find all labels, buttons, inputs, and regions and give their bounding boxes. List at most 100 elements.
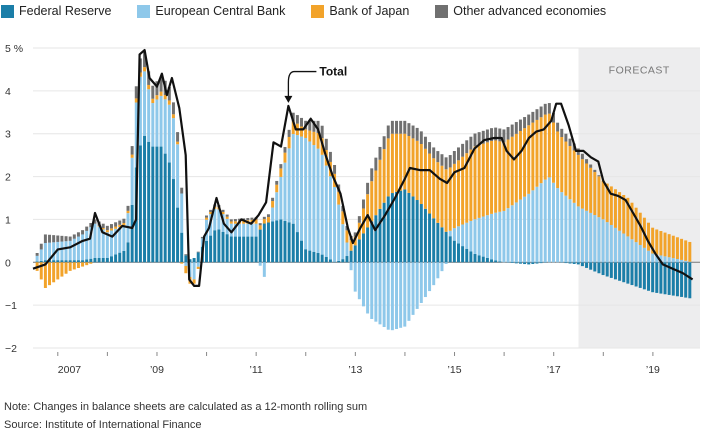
bar-segment-fed xyxy=(485,257,489,263)
chart: FORECAST −2 −1 0 1 2 3 4 5 % Total 2007 ’09 ’11 ’13 ’1… xyxy=(5,43,700,376)
bar-segment-boj xyxy=(221,211,225,215)
bar-segment-ecb xyxy=(105,232,109,258)
bar-segment-oth xyxy=(295,115,299,124)
bar-segment-ecb xyxy=(506,208,510,263)
bar-segment-oth xyxy=(386,125,390,139)
bar-segment-fed xyxy=(266,222,270,263)
bar-segment-boj xyxy=(395,133,399,192)
bar-segment-ecb xyxy=(634,242,638,263)
bar-segment-boj xyxy=(523,128,527,197)
bar-segment-fed xyxy=(312,251,316,263)
bar-segment-fed xyxy=(395,191,399,263)
bar-segment-oth xyxy=(589,164,593,168)
bar-segment-ecb xyxy=(328,176,332,260)
bar-segment-boj xyxy=(134,98,138,103)
bar-segment-ecb xyxy=(151,103,155,147)
bar-segment-boj xyxy=(452,163,456,229)
bar-segment-boj xyxy=(341,211,345,225)
bar-segment-fed xyxy=(114,254,118,263)
bar-segment-oth xyxy=(518,119,522,131)
bar-segment-fed xyxy=(81,260,85,263)
bar-segment-oth xyxy=(456,147,460,161)
bar-segment-boj xyxy=(151,98,155,104)
bar-segment-fed xyxy=(415,200,419,263)
bar-segment-oth xyxy=(560,128,564,138)
bar-segment-oth xyxy=(543,103,547,115)
bar-segment-oth xyxy=(539,106,543,118)
bar-segment-ecb xyxy=(564,195,568,263)
bar-segment-fed xyxy=(432,218,436,263)
bar-segment-boj xyxy=(114,226,118,229)
bar-segment-fed xyxy=(523,262,527,265)
bar-segment-ecb xyxy=(597,217,601,263)
bar-segment-ecb xyxy=(498,211,502,262)
bar-segment-ecb xyxy=(283,162,287,221)
bar-segment-fed xyxy=(634,262,638,287)
bar-segment-oth xyxy=(580,153,584,160)
bar-segment-ecb xyxy=(386,262,390,330)
legend-swatch-ecb xyxy=(137,4,151,18)
bar-segment-boj xyxy=(300,126,303,137)
bar-segment-ecb xyxy=(258,262,262,266)
footer-source: Source: Institute of International Finan… xyxy=(4,419,202,431)
bar-segment-fed xyxy=(254,236,258,263)
bar-segment-oth xyxy=(105,225,109,231)
bar-segment-ecb xyxy=(320,154,324,255)
bar-segment-fed xyxy=(456,243,460,263)
bar-segment-boj xyxy=(638,212,642,245)
bar-segment-fed xyxy=(242,236,246,263)
bar-segment-fed xyxy=(233,236,237,263)
bar-segment-ecb xyxy=(539,183,543,263)
bar-segment-ecb xyxy=(233,223,237,237)
bar-segment-ecb xyxy=(407,262,411,321)
bar-segment-boj xyxy=(378,159,382,209)
bar-segment-ecb xyxy=(324,165,328,257)
bar-segment-boj xyxy=(155,95,159,100)
bar-segment-fed xyxy=(250,236,254,263)
bar-segment-oth xyxy=(564,133,568,142)
bar-segment-oth xyxy=(328,151,332,162)
legend-label-ecb: European Central Bank xyxy=(155,4,286,18)
bar-segment-oth xyxy=(510,124,514,137)
bar-segment-fed xyxy=(275,220,279,263)
bar-segment-fed xyxy=(192,258,196,263)
bar-segment-fed xyxy=(605,262,609,277)
bar-segment-oth xyxy=(366,182,370,195)
bar-segment-oth xyxy=(60,235,64,242)
bar-segment-boj xyxy=(233,221,237,224)
bar-segment-oth xyxy=(552,112,555,123)
bar-segment-fed xyxy=(320,254,324,263)
bar-segment-fed xyxy=(585,262,589,268)
bar-segment-oth xyxy=(81,230,85,235)
bar-segment-ecb xyxy=(560,192,564,263)
bar-segment-fed xyxy=(151,146,155,263)
bar-segment-fed xyxy=(159,146,163,263)
bar-segment-boj xyxy=(477,145,481,218)
bar-segment-fed xyxy=(171,179,175,263)
x-tick-label: ’13 xyxy=(348,364,362,376)
bar-segment-boj xyxy=(312,131,316,146)
bar-segment-oth xyxy=(122,218,126,224)
bar-segment-boj xyxy=(399,133,403,191)
bar-segment-ecb xyxy=(291,134,295,224)
bar-segment-fed xyxy=(494,260,498,263)
bar-segment-ecb xyxy=(523,196,527,263)
bar-segment-boj xyxy=(366,194,370,228)
bar-segment-fed xyxy=(481,256,485,263)
bar-segment-oth xyxy=(477,132,481,146)
bar-segment-fed xyxy=(564,262,568,264)
bar-segment-fed xyxy=(407,192,411,263)
bar-segment-boj xyxy=(411,138,415,197)
bar-segment-fed xyxy=(225,234,229,263)
bar-segment-ecb xyxy=(366,262,370,314)
bar-segment-oth xyxy=(547,103,551,114)
bar-segment-fed xyxy=(622,262,626,283)
bar-segment-oth xyxy=(205,215,208,218)
x-tick-label: ’17 xyxy=(547,364,561,376)
bar-segment-boj xyxy=(576,154,580,207)
bar-segment-oth xyxy=(184,254,188,256)
bar-segment-fed xyxy=(386,196,390,263)
bar-segment-oth xyxy=(72,234,76,239)
bar-segment-boj xyxy=(527,125,531,194)
bar-segment-fed xyxy=(403,189,407,263)
